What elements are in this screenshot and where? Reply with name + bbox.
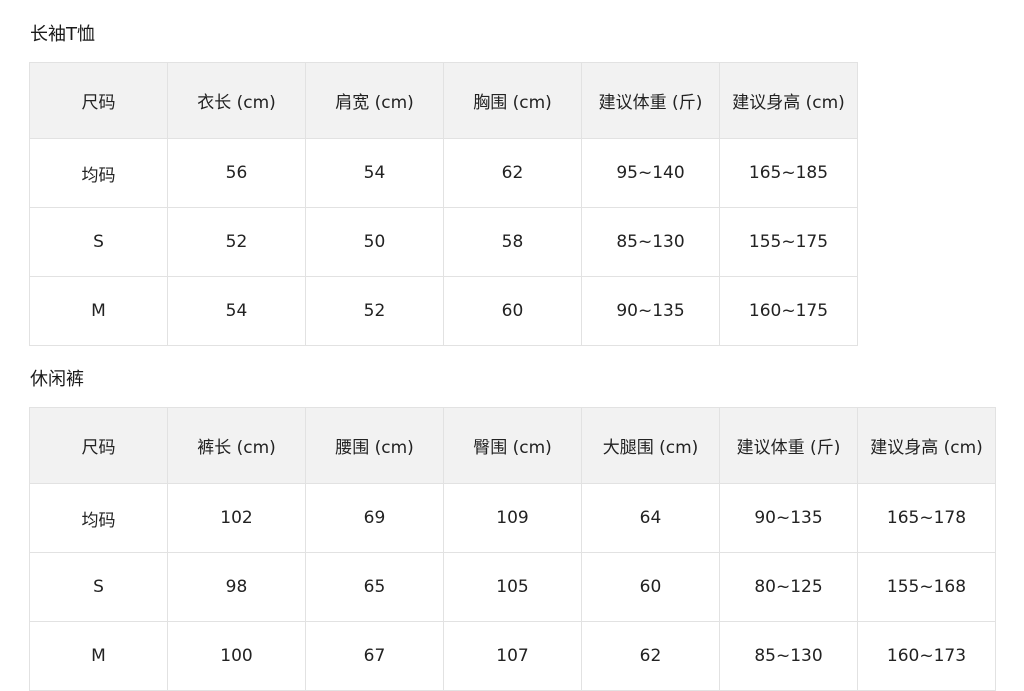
table-cell: 均码 [29,483,168,553]
tshirt-size-title: 长袖T恤 [30,24,95,45]
table-cell: 60 [443,276,582,346]
column-header: 建议身高 (cm) [719,62,858,139]
table-cell: 均码 [29,138,168,208]
table-cell: 165~185 [719,138,858,208]
column-header: 腰围 (cm) [305,407,444,484]
table-cell: 85~130 [581,207,720,277]
column-header: 裤长 (cm) [167,407,306,484]
table-row: 均码 56 54 62 95~140 165~185 [29,138,858,208]
column-header: 尺码 [29,407,168,484]
table-cell: 52 [167,207,306,277]
table-cell: 155~168 [857,552,996,622]
column-header: 尺码 [29,62,168,139]
table-cell: 54 [167,276,306,346]
table-cell: M [29,276,168,346]
table-cell: 56 [167,138,306,208]
header-row: 尺码 衣长 (cm) 肩宽 (cm) 胸围 (cm) 建议体重 (斤) 建议身高 (cm) [29,62,858,139]
pants-size-table: 尺码 裤长 (cm) 腰围 (cm) 臀围 (cm) 大腿围 (cm) 建议体重 (斤) 建… [29,407,996,691]
table-cell: 80~125 [719,552,858,622]
table-cell: 85~130 [719,621,858,691]
table-cell: 90~135 [581,276,720,346]
table-row: S 52 50 58 85~130 155~175 [29,207,858,277]
table-row: M 54 52 60 90~135 160~175 [29,276,858,346]
table-cell: 95~140 [581,138,720,208]
table-cell: 52 [305,276,444,346]
table-cell: 165~178 [857,483,996,553]
table-cell: 67 [305,621,444,691]
table-cell: 155~175 [719,207,858,277]
table-cell: 54 [305,138,444,208]
table-cell: 62 [443,138,582,208]
column-header: 建议身高 (cm) [857,407,996,484]
table-cell: 58 [443,207,582,277]
table-cell: 50 [305,207,444,277]
table-cell: 64 [581,483,720,553]
table-cell: 160~173 [857,621,996,691]
tshirt-size-table: 尺码 衣长 (cm) 肩宽 (cm) 胸围 (cm) 建议体重 (斤) 建议身高 (cm)… [29,62,858,346]
table-cell: 105 [443,552,582,622]
header-row: 尺码 裤长 (cm) 腰围 (cm) 臀围 (cm) 大腿围 (cm) 建议体重 (斤) 建… [29,407,996,484]
column-header: 衣长 (cm) [167,62,306,139]
column-header: 建议体重 (斤) [719,407,858,484]
table-cell: 100 [167,621,306,691]
table-cell: 69 [305,483,444,553]
column-header: 大腿围 (cm) [581,407,720,484]
table-cell: 60 [581,552,720,622]
table-cell: S [29,207,168,277]
pants-size-title: 休闲裤 [30,369,84,390]
column-header: 胸围 (cm) [443,62,582,139]
table-cell: S [29,552,168,622]
table-row: S 98 65 105 60 80~125 155~168 [29,552,996,622]
table-cell: 98 [167,552,306,622]
table-cell: 109 [443,483,582,553]
column-header: 建议体重 (斤) [581,62,720,139]
table-cell: 65 [305,552,444,622]
table-row: 均码 102 69 109 64 90~135 165~178 [29,483,996,553]
table-cell: 102 [167,483,306,553]
column-header: 臀围 (cm) [443,407,582,484]
table-row: M 100 67 107 62 85~130 160~173 [29,621,996,691]
table-cell: 107 [443,621,582,691]
column-header: 肩宽 (cm) [305,62,444,139]
table-cell: 62 [581,621,720,691]
table-cell: 160~175 [719,276,858,346]
table-cell: M [29,621,168,691]
table-cell: 90~135 [719,483,858,553]
